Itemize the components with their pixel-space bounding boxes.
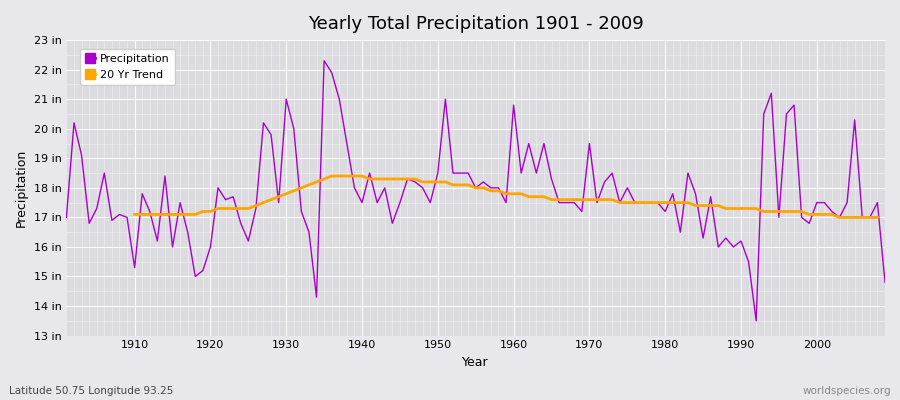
Text: Latitude 50.75 Longitude 93.25: Latitude 50.75 Longitude 93.25: [9, 386, 174, 396]
Title: Yearly Total Precipitation 1901 - 2009: Yearly Total Precipitation 1901 - 2009: [308, 15, 644, 33]
Text: worldspecies.org: worldspecies.org: [803, 386, 891, 396]
X-axis label: Year: Year: [463, 356, 489, 369]
Legend: Precipitation, 20 Yr Trend: Precipitation, 20 Yr Trend: [80, 49, 176, 85]
Y-axis label: Precipitation: Precipitation: [15, 149, 28, 227]
